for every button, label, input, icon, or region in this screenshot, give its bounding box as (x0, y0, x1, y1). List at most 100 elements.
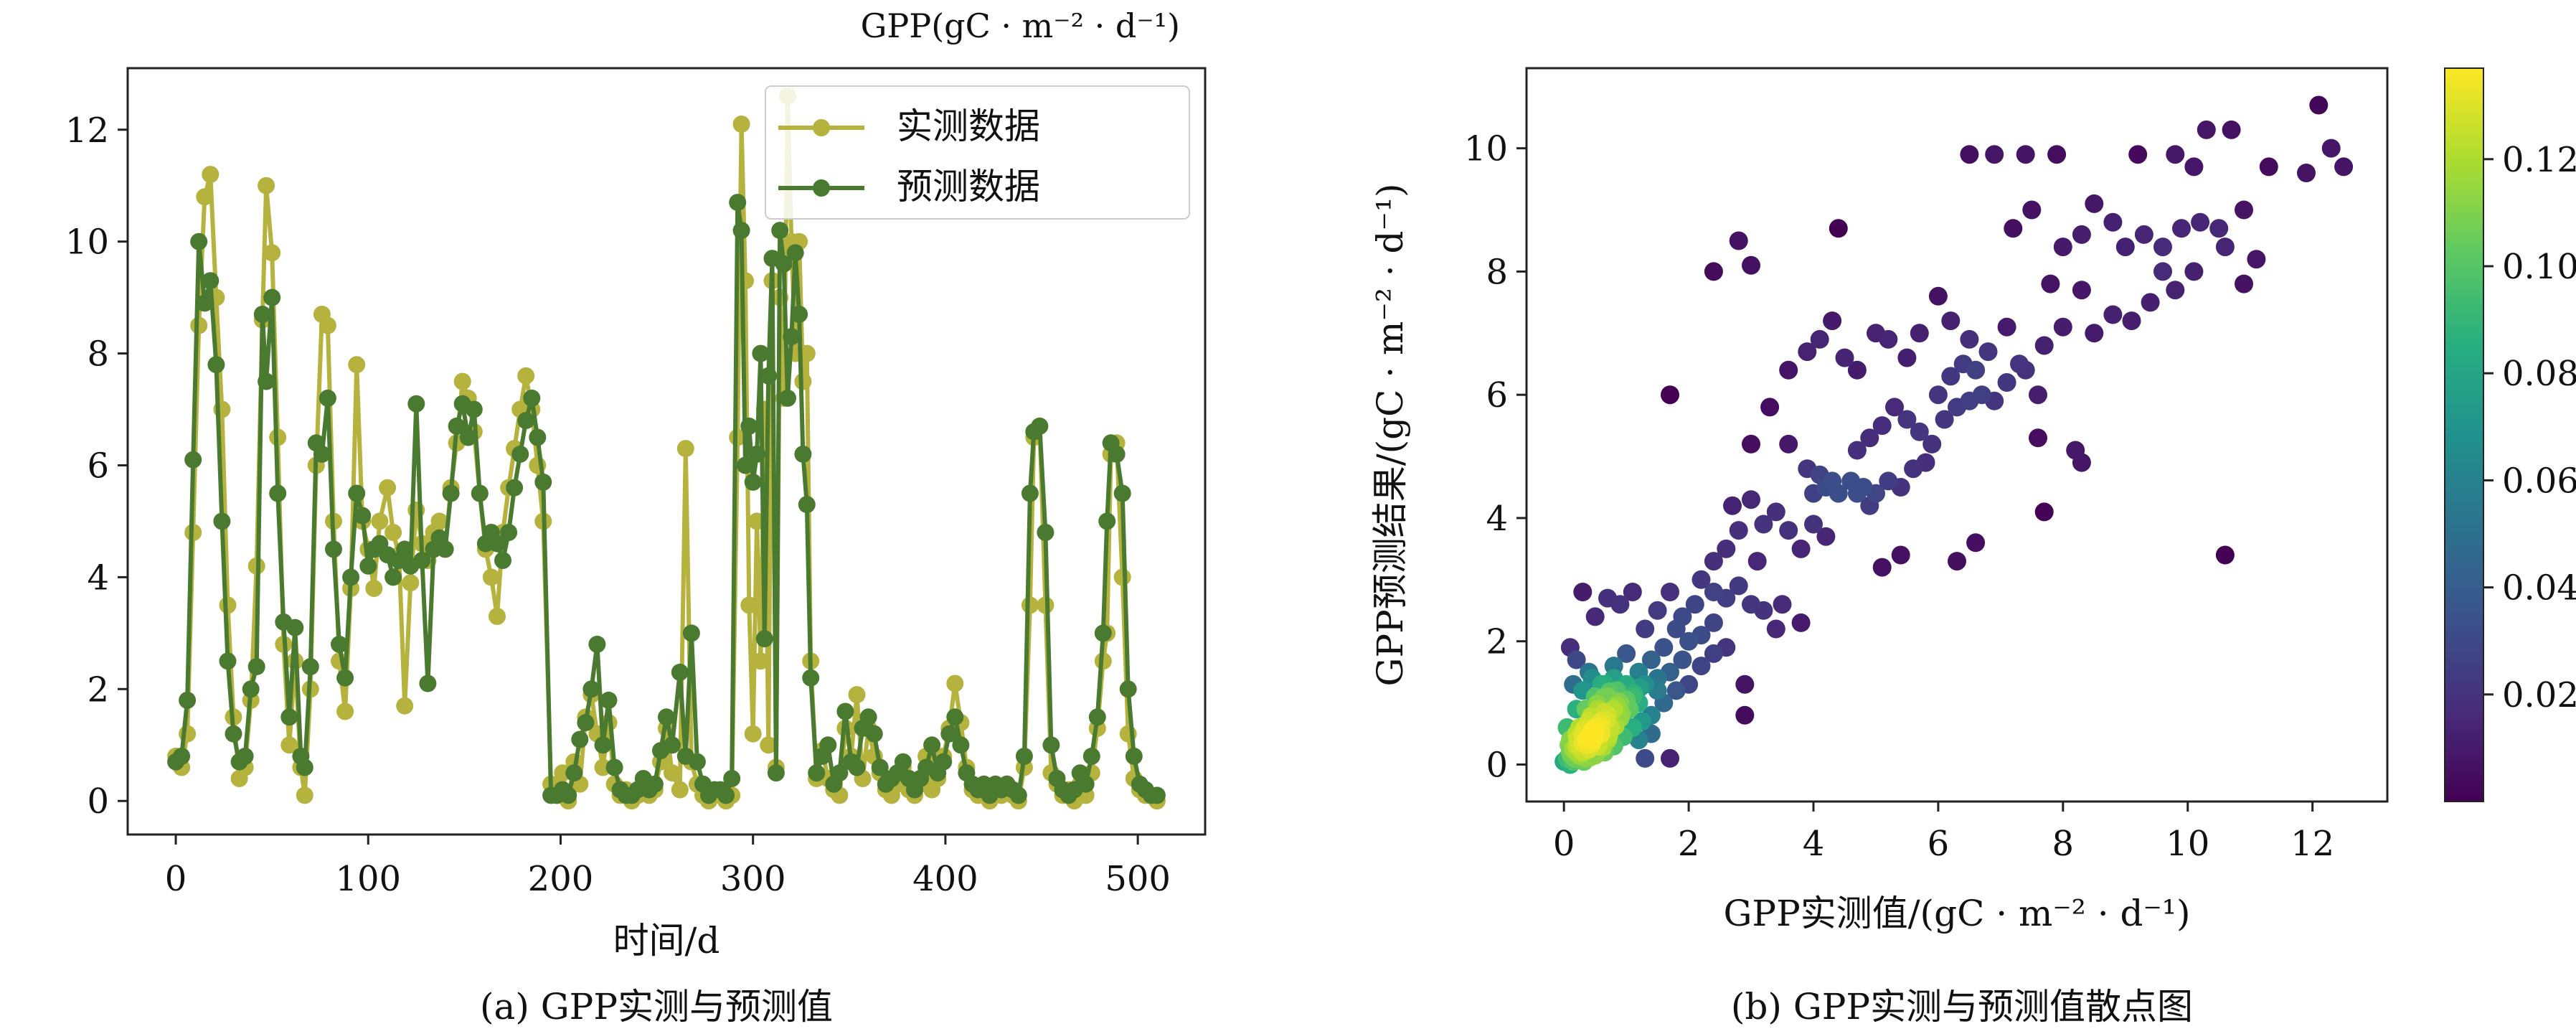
series-1-point (1037, 524, 1055, 541)
series-1-point (771, 222, 789, 240)
series-0-point (664, 764, 681, 782)
scatter-point (1997, 373, 2016, 392)
series-0-point (517, 367, 535, 385)
series-1-point (263, 288, 281, 306)
scatter-point (1910, 324, 1929, 343)
y-tick-label: 8 (87, 334, 109, 375)
series-1-point (253, 306, 271, 323)
series-1-point (173, 747, 191, 765)
scatter-point (1966, 360, 1986, 380)
series-1-point (740, 417, 758, 435)
series-1-point (511, 445, 529, 463)
series-0-point (384, 524, 402, 541)
scatter-point (2041, 274, 2060, 293)
scatter-point (1704, 552, 1723, 571)
scatter-point (1823, 311, 1842, 331)
series-1-point (325, 540, 342, 558)
series-1-point (471, 484, 489, 502)
scatter-point (1666, 619, 1686, 639)
series-0-point (482, 568, 500, 586)
scatter-point (1841, 471, 1861, 491)
series-0-point (744, 725, 762, 743)
series-0-point (848, 686, 866, 704)
series-1-point (671, 663, 689, 681)
scatter-point (1948, 552, 1966, 571)
series-0-point (319, 316, 336, 334)
series-0-point (676, 440, 694, 458)
series-0-point (365, 580, 383, 597)
line-chart-x-axis: 0 100 200 300 400 500 (165, 835, 1171, 899)
scatter-point (2016, 145, 2035, 164)
series-1-point (196, 294, 214, 312)
y-tick-label: 2 (87, 669, 109, 710)
series-1-point (184, 451, 202, 469)
scatter-point (2053, 238, 2072, 257)
scatter-point (2053, 317, 2072, 337)
scatter-point (1729, 576, 1748, 596)
scatter-point (2103, 212, 2123, 232)
series-1-point (348, 484, 366, 502)
scatter-point (1704, 583, 1723, 601)
series-0-point (402, 574, 420, 592)
series-1-point (280, 708, 298, 726)
scatter-point (1960, 145, 1979, 164)
series-1-point (236, 747, 254, 765)
scatter-point (1928, 385, 1948, 405)
series-0-point (798, 344, 816, 362)
caption-b: (b) GPP实测与预测值散点图 (1731, 986, 2193, 1028)
series-0-point (202, 166, 220, 184)
series-1-point (717, 786, 735, 804)
series-1-point (802, 669, 820, 687)
series-1-point (313, 445, 331, 463)
scatter-point (2029, 385, 2047, 405)
y-tick-label: 4 (87, 558, 109, 598)
scatter-point (1666, 681, 1686, 700)
scatter-point (1829, 219, 1848, 238)
scatter-point (1872, 558, 1892, 577)
y-tick-label: 8 (1486, 252, 1508, 292)
colorbar-tick-label: 0.04 (2502, 568, 2576, 608)
scatter-point (2184, 157, 2204, 177)
x-tick-label: 10 (2166, 824, 2209, 864)
series-1-point (646, 775, 664, 793)
series-0-point (396, 697, 414, 715)
series-1-point (517, 412, 535, 430)
series-0-point (196, 188, 214, 206)
series-1-point (748, 445, 766, 463)
scatter-point (1779, 434, 1798, 453)
series-1-point (359, 557, 377, 575)
series-1-point (865, 725, 883, 743)
series-1-point (529, 428, 547, 446)
scatter-point (2153, 238, 2172, 257)
y-tick-label: 0 (87, 781, 109, 822)
scatter-x-label: GPP实测值/(gC · m⁻² · d⁻¹) (1723, 893, 2190, 934)
series-1-point (448, 417, 466, 435)
series-1-point (737, 456, 754, 474)
series-1-point (202, 272, 220, 290)
scatter-point (1685, 595, 1704, 614)
x-tick-label: 400 (912, 859, 978, 899)
series-1-point (396, 540, 414, 558)
series-1-group (167, 194, 1166, 804)
scatter-point (2172, 219, 2191, 238)
scatter-point (1661, 385, 1679, 405)
scatter-point (2153, 262, 2172, 281)
series-1-point (384, 568, 402, 586)
series-1-point (419, 675, 437, 692)
series-1-point (296, 758, 313, 776)
series-1-point (935, 753, 953, 771)
scatter-point (2235, 274, 2253, 293)
scatter-point (2047, 145, 2067, 164)
scatter-point (1610, 595, 1630, 614)
series-1-point (658, 708, 675, 726)
series-1-point (794, 445, 812, 463)
series-1-point (459, 428, 477, 446)
legend-predicted-label: 预测数据 (897, 166, 1040, 207)
series-0-point (296, 786, 313, 804)
series-0-point (737, 272, 754, 290)
series-1-point (744, 473, 762, 491)
series-1-point (1009, 786, 1027, 804)
scatter-point (1679, 631, 1699, 651)
series-1-point (342, 568, 360, 586)
series-1-point (1015, 747, 1033, 765)
